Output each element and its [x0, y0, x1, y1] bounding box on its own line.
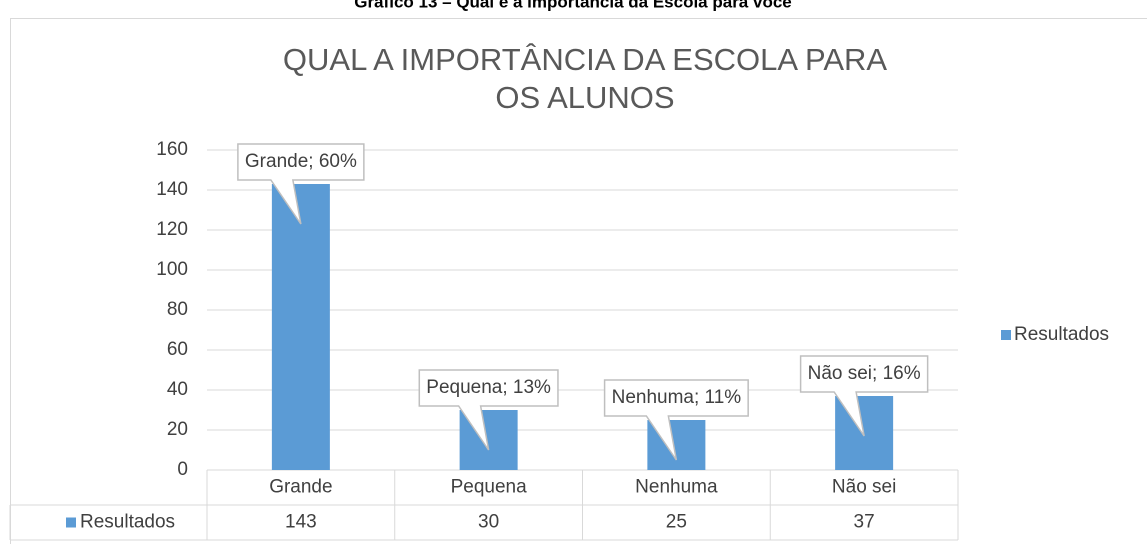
callout-box: [418, 369, 559, 451]
x-tick-label: Não sei: [832, 477, 896, 498]
data-label: Não sei; 16%: [808, 363, 921, 384]
table-series-name: Resultados: [80, 512, 175, 533]
bar: [271, 184, 330, 470]
y-tick-label: 60: [167, 339, 188, 360]
table-value: 143: [285, 512, 317, 533]
y-tick-label: 0: [177, 459, 188, 480]
legend-label: Resultados: [1014, 324, 1109, 345]
chart-title: QUAL A IMPORTÂNCIA DA ESCOLA PARA OS ALUN…: [283, 42, 887, 115]
table-value: 30: [478, 512, 499, 533]
callout-box: [603, 379, 749, 461]
x-tick-label: Pequena: [451, 477, 528, 498]
legend-key: [1001, 330, 1011, 340]
y-tick-label: 40: [167, 379, 188, 400]
data-label: Pequena; 13%: [426, 377, 551, 398]
table-legend-key: [66, 517, 76, 528]
callout-box: [237, 143, 365, 225]
x-tick-label: Nenhuma: [635, 477, 718, 498]
callout-box: [799, 355, 929, 437]
y-tick-label: 160: [156, 139, 188, 160]
y-tick-label: 100: [156, 259, 188, 280]
y-tick-label: 140: [156, 179, 188, 200]
data-label: Nenhuma; 11%: [612, 387, 742, 408]
x-tick-label: Grande: [269, 477, 332, 498]
chart-border: [10, 18, 1147, 544]
table-value: 25: [666, 512, 687, 533]
table-value: 37: [854, 512, 875, 533]
y-tick-label: 120: [156, 219, 188, 240]
data-label: Grande; 60%: [245, 151, 357, 172]
y-tick-label: 20: [167, 419, 188, 440]
y-tick-label: 80: [167, 299, 188, 320]
caption: Gráfico 13 – Qual é a importância da Esc…: [354, 0, 791, 11]
